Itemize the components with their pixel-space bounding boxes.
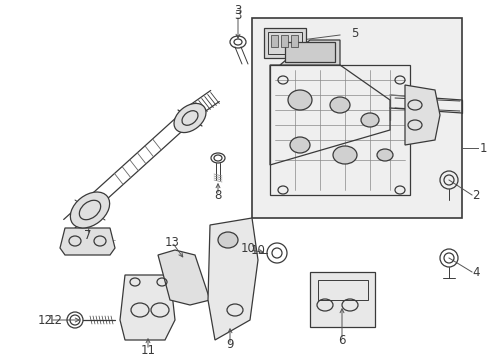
Text: 5: 5	[351, 27, 359, 40]
Text: 12: 12	[48, 314, 63, 327]
Polygon shape	[158, 250, 210, 305]
Bar	[285, 42, 335, 62]
Ellipse shape	[174, 103, 206, 132]
Text: 12: 12	[38, 314, 52, 327]
Text: 9: 9	[226, 338, 234, 351]
Text: 10: 10	[250, 243, 266, 257]
Polygon shape	[208, 218, 258, 340]
Ellipse shape	[290, 137, 310, 153]
Bar	[281, 35, 288, 47]
Text: 6: 6	[338, 333, 346, 346]
Polygon shape	[280, 40, 340, 65]
Ellipse shape	[333, 146, 357, 164]
Polygon shape	[60, 228, 115, 255]
Text: 13: 13	[165, 235, 179, 248]
Ellipse shape	[361, 113, 379, 127]
Ellipse shape	[218, 232, 238, 248]
Bar	[291, 35, 298, 47]
Text: 8: 8	[214, 189, 221, 202]
Bar	[268, 32, 302, 54]
Text: 10: 10	[241, 242, 255, 255]
Bar	[264, 28, 306, 58]
Ellipse shape	[71, 192, 110, 228]
Bar	[271, 35, 278, 47]
Text: 2: 2	[472, 189, 480, 202]
Ellipse shape	[330, 97, 350, 113]
Text: 7: 7	[84, 229, 92, 242]
Text: 1: 1	[479, 141, 487, 154]
Bar	[252, 18, 462, 218]
Text: 3: 3	[234, 9, 242, 22]
Text: 11: 11	[141, 343, 155, 356]
Bar	[270, 65, 410, 195]
Polygon shape	[120, 275, 175, 340]
Polygon shape	[405, 85, 440, 145]
Ellipse shape	[377, 149, 393, 161]
Bar	[310, 272, 375, 327]
Ellipse shape	[288, 90, 312, 110]
Bar	[318, 280, 368, 300]
Text: 3: 3	[234, 4, 242, 17]
Text: 4: 4	[472, 266, 480, 279]
